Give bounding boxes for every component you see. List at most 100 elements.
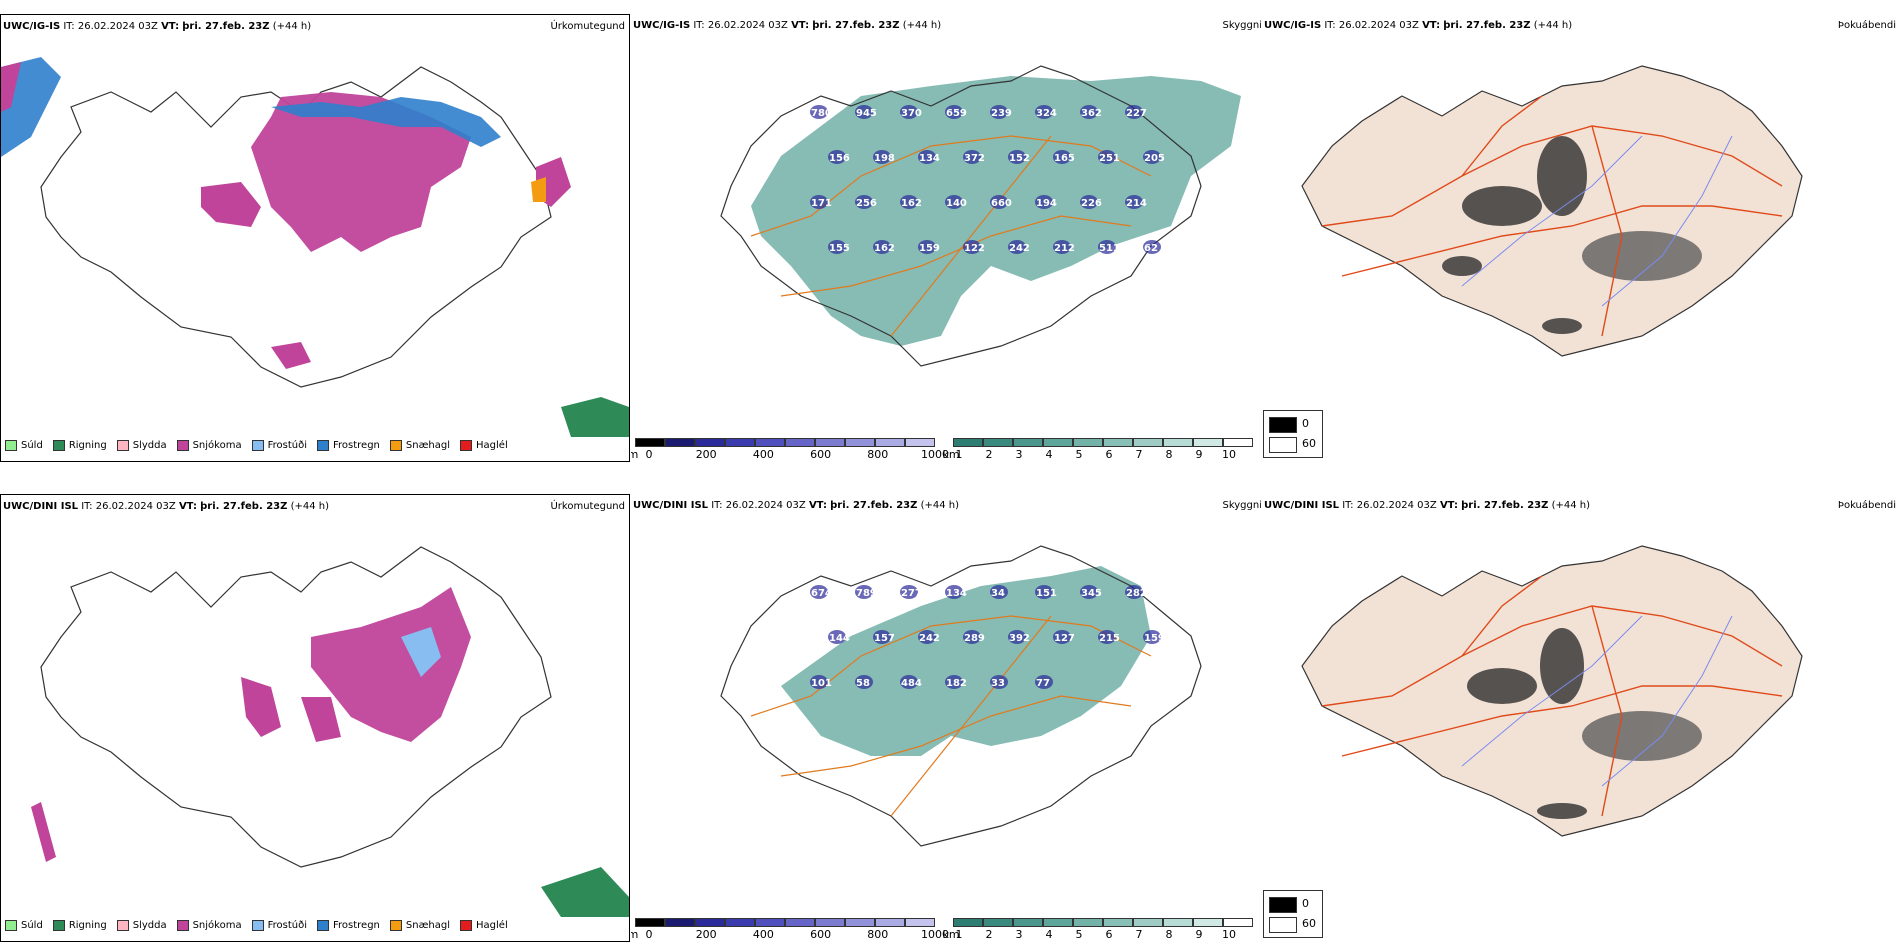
cloud-base-marker [855,195,873,209]
legend-label: Frostregn [333,919,380,931]
colorbar-segment [725,438,755,447]
legend-label: Snjókoma [192,439,242,451]
precip-panel-bottom: UWC/DINI ISL IT: 26.02.2024 03Z VT: þri.… [0,494,630,942]
legend-item: Frostúði [251,919,307,931]
cloud-panel-top: UWC/IG-IS IT: 26.02.2024 03Z VT: þri. 27… [631,14,1261,462]
colorbar-segment [635,918,665,927]
cloud-base-marker [855,585,873,599]
legend-swatch [460,439,473,451]
colorbar-segment [1133,918,1163,927]
rivers [1461,615,1733,787]
cloud-base-label: 162 [901,198,922,209]
colorbar-tick: 3 [1015,448,1023,461]
colorbar-segment [905,438,935,447]
colorbar-unit: km [942,928,960,941]
colorbar-segment [785,438,815,447]
legend-label: Snæhagl [405,919,451,931]
colorbar-legend: m 0 200 400 600 800 1000 km 1 2 3 4 5 6 7 8 9 10 [631,918,1261,942]
colorbar-segment [665,918,695,927]
colorbar-segment [983,918,1013,927]
colorbar-segment [665,438,695,447]
cloud-base-label: 198 [874,153,895,164]
cloud-base-label: 484 [901,678,922,689]
cloud-base-marker [873,240,891,254]
colorbar-segment [1013,438,1043,447]
field-title: Þokuábendi [1837,500,1896,511]
colorbar-segment [1193,918,1223,927]
legend-swatch [5,919,17,931]
legend-item: Slydda [116,439,167,451]
cloud-base-marker [918,630,936,644]
legend-label: Haglél [476,919,508,931]
cloud-base-marker [1080,195,1098,209]
cloud-base-label: 205 [1144,153,1165,164]
fog-legend-swatch [1269,417,1297,433]
fog-panel-bottom: UWC/DINI ISL IT: 26.02.2024 03Z VT: þri.… [1262,494,1900,942]
cloud-base-marker [1098,240,1116,254]
cloud-base-marker [990,585,1008,599]
precip-legend: Súld Rigning Slydda Snjókoma Frostúði Frostre… [5,435,508,455]
colorbar-tick: 1000 [921,928,949,941]
fog-legend-label: 0 [1302,417,1309,430]
legend-label: Rigning [68,439,107,451]
legend-item: Snjókoma [176,439,242,451]
fog-legend-label: 0 [1302,897,1309,910]
colorbar-segment [1223,918,1253,927]
colorbar-tick: 400 [752,448,774,461]
colorbar-segment [1013,918,1043,927]
cloud-base-label: 945 [856,108,877,119]
cloud-base-label: 226 [1081,198,1102,209]
panel-header: UWC/DINI ISL IT: 26.02.2024 03Z VT: þri.… [633,500,960,511]
snow-area-main [311,587,471,742]
colorbar-segment [785,918,815,927]
cloud-base-marker [990,195,1008,209]
rain-area-se [561,397,629,437]
road-network [750,135,1152,337]
legend-swatch [460,919,473,931]
cloud-base-marker [1125,105,1143,119]
road-network [750,615,1152,817]
cloud-base-label: 324 [1036,108,1057,119]
fog-panel-top: UWC/IG-IS IT: 26.02.2024 03Z VT: þri. 27… [1262,14,1900,462]
panel-header: UWC/IG-IS IT: 26.02.2024 03Z VT: þri. 27… [1264,20,1573,31]
iceland-coastline [40,546,552,868]
cloud-base-label: 214 [1126,198,1147,209]
snow-area-w [201,182,261,227]
colorbar-segment [1163,438,1193,447]
colorbar-segment [1073,918,1103,927]
legend-swatch [317,919,329,931]
legend-item: Haglél [460,919,508,931]
snow-grains-e [531,177,546,202]
colorbar-segment [1163,918,1193,927]
colorbar-tick: 200 [695,448,717,461]
cloud-base-label: 77 [1036,678,1050,689]
colorbar-segment [875,918,905,927]
iceland-fog-map [1301,65,1803,357]
legend-swatch [176,919,189,931]
fog-legend-label: 60 [1302,437,1316,450]
field-title: Þokuábendi [1837,20,1896,31]
cloud-base-label: 159 [1144,633,1165,644]
cloud-base-marker [945,675,963,689]
legend-label: Snæhagl [405,439,451,451]
legend-item: Rigning [52,919,107,931]
legend-label: Slydda [132,919,167,931]
cloud-base-label: 122 [964,243,985,254]
legend-label: Frostúði [267,919,307,931]
legend-item: Snæhagl [389,919,451,931]
visibility-area [781,566,1151,756]
legend-label: Snjókoma [192,919,242,931]
cloud-base-label: 780 [811,108,832,119]
colorbar-tick: 10 [1222,928,1236,941]
cloud-base-marker [828,630,846,644]
cloud-base-marker [1008,240,1026,254]
cloud-base-label: 58 [856,678,870,689]
legend-item: Slydda [116,919,167,931]
cloud-base-marker [1035,675,1053,689]
colorbar-segment [905,918,935,927]
field-title: Skyggni [1222,500,1261,511]
colorbar-segment [1103,438,1133,447]
colorbar-segment [1043,438,1073,447]
colorbar-tick: 8 [1165,448,1173,461]
snow-area-w2 [301,697,341,742]
